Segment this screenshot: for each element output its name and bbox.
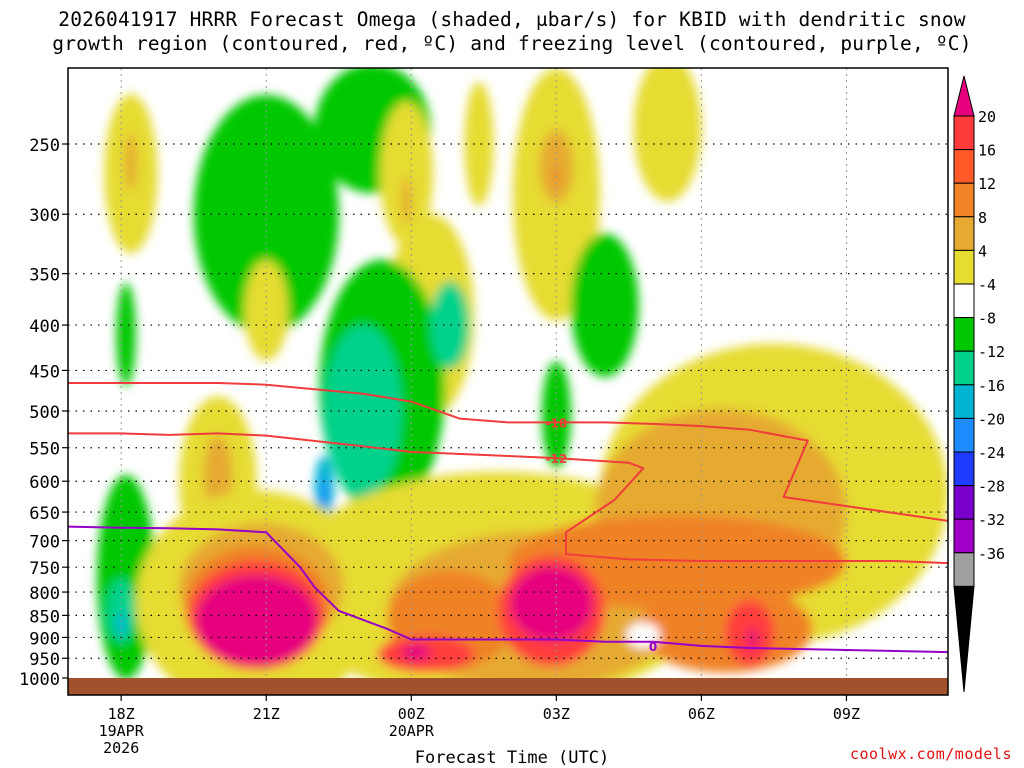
y-tick-label: 650 — [29, 504, 60, 524]
contour-label: -12 — [546, 452, 568, 466]
colorbar-swatch — [953, 485, 975, 520]
omega-region — [320, 478, 329, 510]
chart-title-line-1: 2026041917 HRRR Forecast Omega (shaded, … — [58, 8, 966, 31]
colorbar-label: -16 — [978, 377, 1005, 395]
contour-label: 0 — [649, 640, 657, 654]
colorbar-label: -28 — [978, 478, 1005, 496]
colorbar-label: -32 — [978, 511, 1005, 529]
y-tick-label: 800 — [29, 584, 60, 604]
chart-title-line-2: growth region (contoured, red, ºC) and f… — [52, 32, 972, 55]
y-tick-label: 1000 — [19, 670, 60, 690]
omega-region — [633, 68, 702, 202]
colorbar-label: -36 — [978, 545, 1005, 563]
colorbar-label: 16 — [978, 142, 996, 160]
colorbar-label: 4 — [978, 242, 987, 260]
omega-region — [401, 177, 412, 226]
omega-region — [379, 101, 434, 246]
colorbar-bottom-arrow — [953, 585, 975, 693]
x-tick-label: 21Z — [253, 705, 280, 723]
colorbar-swatch — [953, 417, 975, 453]
colorbar-swatch — [953, 283, 975, 319]
y-tick-label: 850 — [29, 607, 60, 627]
colorbar-label: -20 — [978, 410, 1005, 428]
plot-frame — [67, 67, 949, 696]
plot-area: -18 -12 0 — [67, 67, 949, 696]
omega-region — [464, 81, 494, 207]
omega-region — [539, 129, 574, 203]
omega-region — [638, 584, 813, 673]
colorbar-swatch — [953, 249, 975, 285]
omega-region — [193, 95, 339, 334]
x-tick-label: 20APR — [389, 722, 435, 740]
colorbar: 20 16 12 8 4 -4 -8 -12 -16 -20 -24 -28 -32 -36 — [953, 75, 1005, 693]
y-tick-label: 550 — [29, 440, 60, 460]
contour-label: -18 — [546, 416, 568, 430]
x-tick-label: 00Z — [398, 705, 425, 723]
colorbar-swatch — [953, 384, 975, 419]
temperature-contours — [68, 382, 948, 654]
omega-region — [401, 643, 431, 661]
omega-region — [116, 611, 127, 638]
y-tick-label: 300 — [29, 206, 60, 226]
colorbar-label: -8 — [978, 310, 996, 328]
y-tick-label: 250 — [29, 136, 60, 156]
x-axis-label: Forecast Time (UTC) — [414, 748, 610, 768]
y-tick-label: 700 — [29, 533, 60, 553]
omega-region — [747, 626, 758, 653]
colorbar-label: -12 — [978, 343, 1005, 361]
y-tick-label: 350 — [29, 266, 60, 286]
omega-region — [106, 578, 136, 644]
colorbar-swatch — [953, 182, 975, 218]
y-axis: 2503003504004505005506006507007508008509… — [19, 136, 68, 690]
x-tick-label: 2026 — [103, 739, 139, 757]
contour-dgz-top-minus16 — [68, 382, 948, 522]
y-tick-label: 400 — [29, 317, 60, 337]
y-tick-label: 950 — [29, 650, 60, 670]
colorbar-swatch — [953, 149, 975, 184]
colorbar-swatch — [953, 115, 975, 151]
x-tick-label: 03Z — [543, 705, 570, 723]
colorbar-label: 8 — [978, 209, 987, 227]
colorbar-swatch — [953, 350, 975, 386]
x-tick-label: 06Z — [688, 705, 715, 723]
omega-region — [116, 282, 136, 387]
omega-region — [510, 566, 593, 642]
contour-dgz-bottom-minus12 — [68, 432, 948, 565]
colorbar-swatch — [953, 216, 975, 251]
colorbar-swatch — [953, 518, 975, 554]
omega-region — [196, 574, 318, 665]
omega-region — [570, 233, 639, 378]
colorbar-label: -4 — [978, 276, 996, 294]
colorbar-label: -24 — [978, 444, 1005, 462]
x-tick-label: 19APR — [99, 722, 145, 740]
y-tick-label: 900 — [29, 629, 60, 649]
omega-region — [541, 361, 571, 469]
y-tick-label: 600 — [29, 473, 60, 493]
colorbar-swatch — [953, 451, 975, 487]
y-tick-label: 450 — [29, 362, 60, 382]
colorbar-swatch — [953, 552, 975, 587]
colorbar-label: 20 — [978, 108, 996, 126]
omega-blob-layer — [97, 68, 948, 695]
x-tick-label: 18Z — [108, 705, 135, 723]
omega-region — [244, 260, 288, 361]
y-tick-label: 750 — [29, 559, 60, 579]
omega-region — [125, 132, 137, 192]
site-credit[interactable]: coolwx.com/models — [849, 745, 1012, 763]
contour-labels: -18 -12 0 — [546, 416, 658, 654]
omega-shading — [97, 68, 948, 695]
colorbar-top-arrow — [953, 75, 975, 117]
omega-region — [430, 281, 470, 369]
ground-strip — [68, 678, 948, 695]
x-tick-label: 09Z — [833, 705, 860, 723]
contour-freezing-level-0 — [68, 525, 948, 654]
colorbar-swatch — [953, 317, 975, 352]
colorbar-label: 12 — [978, 175, 996, 193]
omega-region — [324, 324, 402, 498]
y-tick-label: 500 — [29, 403, 60, 423]
